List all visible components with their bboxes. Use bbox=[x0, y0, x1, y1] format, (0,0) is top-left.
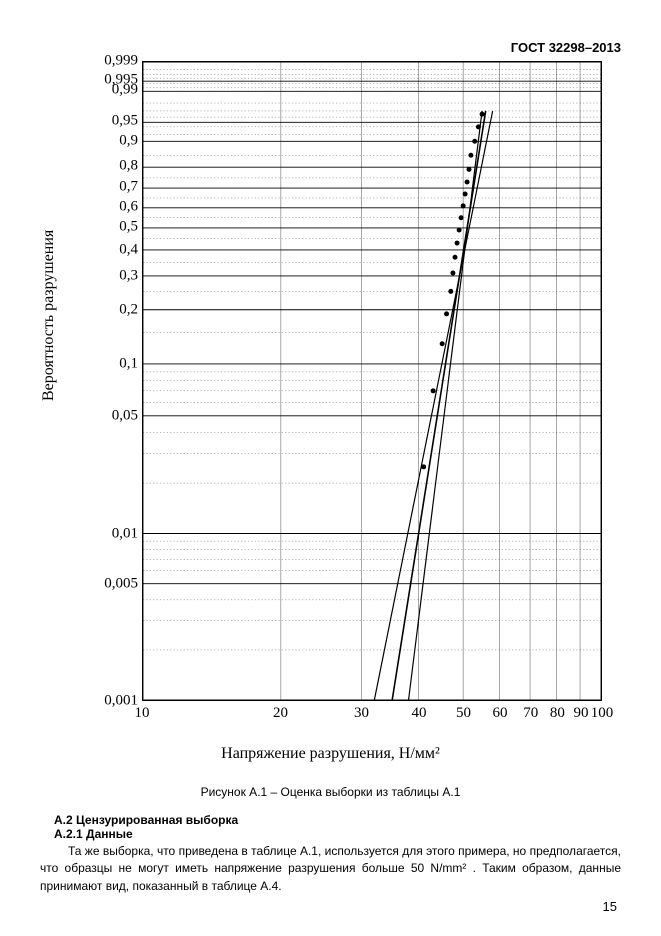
y-tick-label: 0,05 bbox=[78, 407, 138, 424]
x-tick-label: 30 bbox=[354, 705, 369, 722]
y-tick-label: 0,999 bbox=[78, 53, 138, 70]
y-tick-label: 0,6 bbox=[78, 199, 138, 216]
y-tick-label: 0,4 bbox=[78, 241, 138, 258]
y-tick-label: 0,7 bbox=[78, 179, 138, 196]
figure-caption: Рисунок А.1 – Оценка выборки из таблицы … bbox=[40, 785, 621, 799]
y-axis-label: Вероятность разрушения bbox=[40, 230, 58, 401]
body-paragraph: Та же выборка, что приведена в таблице А… bbox=[40, 843, 621, 895]
y-tick-label: 0,3 bbox=[78, 267, 138, 284]
x-tick-label: 70 bbox=[523, 705, 538, 722]
figure-a1: Вероятность разрушения 10203040506070809… bbox=[50, 61, 610, 741]
y-tick-label: 0,01 bbox=[78, 525, 138, 542]
y-tick-label: 0,995 bbox=[78, 72, 138, 89]
y-tick-label: 0,005 bbox=[78, 576, 138, 593]
section-a21-heading: А.2.1 Данные bbox=[54, 827, 621, 841]
x-axis-label: Напряжение разрушения, Н/мм² bbox=[40, 745, 621, 763]
section-a2-heading: А.2 Цензурированная выборка bbox=[54, 813, 621, 827]
y-tick-label: 0,001 bbox=[78, 693, 138, 710]
page-number: 15 bbox=[603, 899, 617, 914]
x-tick-label: 20 bbox=[273, 705, 288, 722]
y-tick-label: 0,2 bbox=[78, 301, 138, 318]
x-tick-label: 100 bbox=[591, 705, 614, 722]
y-tick-label: 0,8 bbox=[78, 158, 138, 175]
probability-plot bbox=[142, 61, 602, 701]
y-tick-label: 0,95 bbox=[78, 113, 138, 130]
y-tick-label: 0,1 bbox=[78, 355, 138, 372]
x-tick-label: 80 bbox=[550, 705, 565, 722]
body-paragraph-text: Та же выборка, что приведена в таблице А… bbox=[40, 844, 621, 893]
x-tick-label: 60 bbox=[492, 705, 507, 722]
y-tick-label: 0,9 bbox=[78, 132, 138, 149]
x-tick-label: 40 bbox=[411, 705, 426, 722]
x-tick-label: 50 bbox=[456, 705, 471, 722]
x-tick-label: 90 bbox=[573, 705, 588, 722]
y-tick-label: 0,5 bbox=[78, 219, 138, 236]
